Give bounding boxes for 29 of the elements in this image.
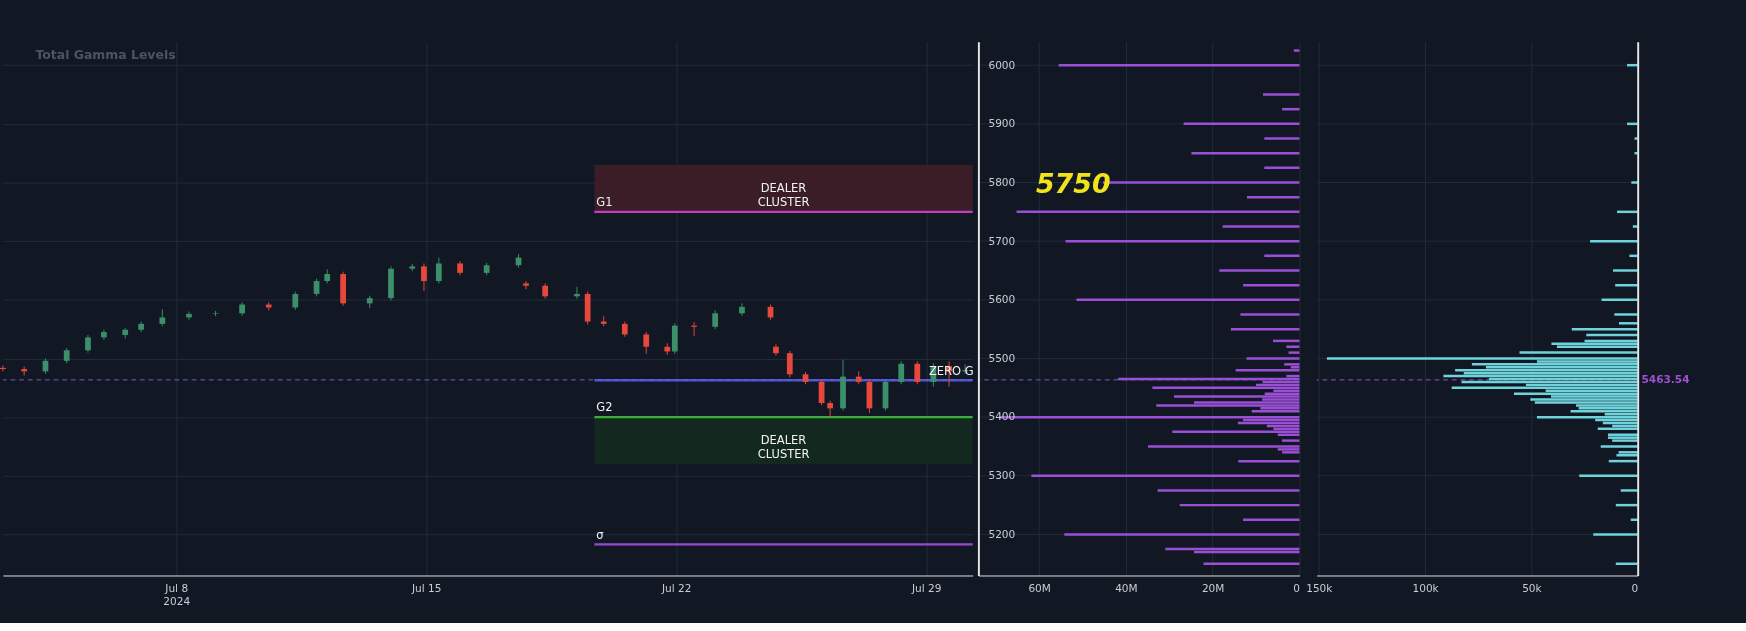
annotation: ZERO G	[928, 364, 974, 379]
x-tick-label: Jul 29	[910, 582, 942, 595]
y-tick-label: 5300	[988, 469, 1016, 482]
x-tick-label: Jul 8 2024	[163, 582, 191, 607]
x-tick-label: 100k	[1412, 582, 1440, 595]
x-tick-label: Jul 22	[660, 582, 692, 595]
y-tick-label: 5900	[988, 117, 1016, 130]
y-tick-label: 5200	[988, 527, 1016, 540]
series-label: σ	[596, 527, 604, 542]
y-tick-label: 5600	[988, 293, 1016, 306]
x-tick-label: 50k	[1522, 582, 1543, 595]
series-label: G1	[596, 195, 613, 210]
band-label: DEALER CLUSTER	[757, 181, 810, 209]
x-tick-label: 150k	[1306, 582, 1334, 595]
series-label: G2	[596, 400, 613, 415]
ref-line-label: 5463.54	[1641, 372, 1690, 385]
y-tick-label: 5700	[988, 234, 1016, 247]
x-tick-label: Jul 15	[410, 582, 442, 595]
annotation: 5750	[1035, 168, 1111, 200]
x-tick-label: 60M	[1028, 582, 1051, 595]
x-tick-label: 40M	[1115, 582, 1138, 595]
band-label: DEALER CLUSTER	[757, 433, 810, 461]
x-tick-label: 0	[1293, 582, 1300, 595]
y-tick-label: 5500	[988, 351, 1016, 364]
chart-title: Total Gamma Levels	[35, 46, 176, 62]
y-tick-label: 6000	[988, 58, 1016, 71]
x-tick-label: 0	[1631, 582, 1639, 595]
x-tick-label: 20M	[1201, 582, 1225, 595]
y-tick-label: 5800	[988, 175, 1016, 188]
